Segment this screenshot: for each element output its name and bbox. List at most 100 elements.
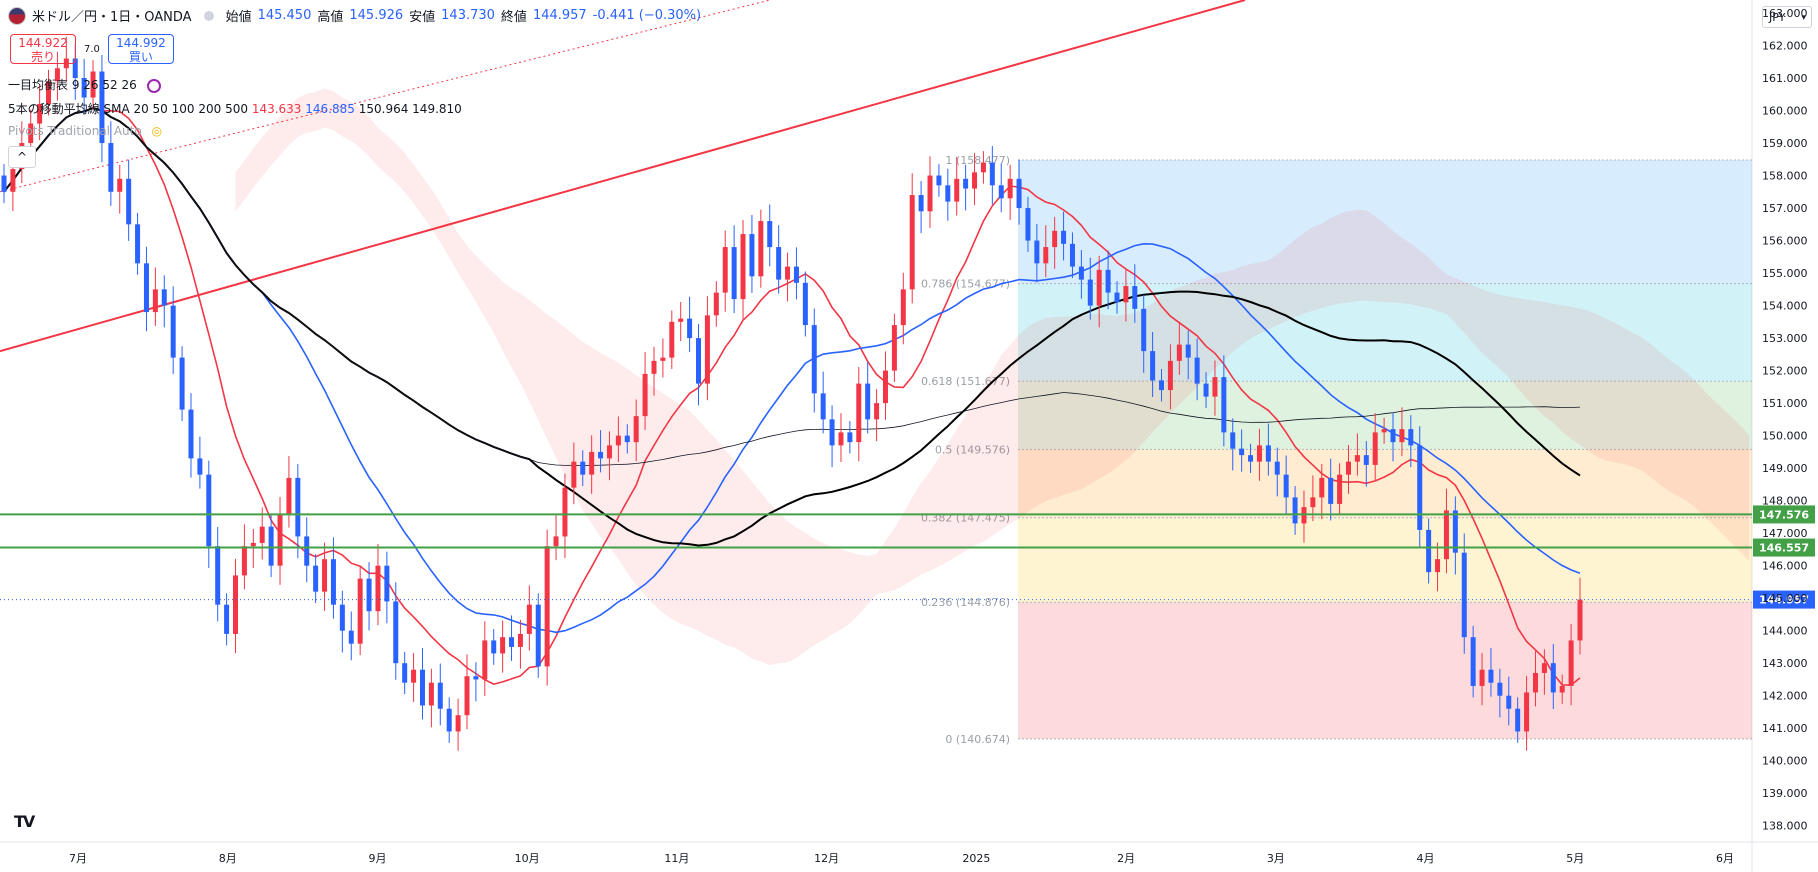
candle: [197, 436, 203, 489]
candle: [179, 346, 185, 421]
candle: [304, 517, 310, 583]
candle-body: [1408, 429, 1414, 446]
candle: [1532, 651, 1538, 707]
candle-body: [1007, 178, 1013, 199]
candle: [259, 507, 265, 560]
low-value: 143.730: [441, 8, 495, 23]
candle-body: [161, 289, 167, 306]
candle: [687, 296, 693, 353]
symbol-title[interactable]: 米ドル／円・1日・OANDA: [32, 10, 192, 25]
candle-body: [749, 234, 755, 277]
candle-body: [526, 604, 532, 634]
candle-body: [188, 409, 194, 459]
candle-body: [954, 178, 960, 202]
candle: [233, 558, 239, 654]
collapse-legend-button[interactable]: ^: [8, 146, 36, 168]
candle-body: [731, 247, 737, 300]
support-price-label: 147.576: [1759, 508, 1809, 521]
candle: [268, 515, 274, 578]
ma-value-20: 143.633: [251, 102, 302, 116]
sell-button[interactable]: 144.922 売り: [10, 34, 76, 64]
candle-body: [259, 526, 265, 543]
candle: [1479, 653, 1485, 706]
price-tick-label: 144.000: [1762, 625, 1808, 638]
candle: [1025, 196, 1031, 252]
price-tick-label: 154.000: [1762, 300, 1808, 313]
pivots-legend[interactable]: Pivots Traditional Auto ◎: [8, 124, 162, 138]
buy-button[interactable]: 144.992 買い: [107, 34, 174, 64]
trend-line-solid: [0, 0, 1246, 353]
candle: [785, 252, 791, 302]
candle-body: [767, 221, 773, 248]
candle-body: [1390, 429, 1396, 443]
currency-select[interactable]: JPY ▾: [1762, 6, 1812, 28]
candle: [402, 651, 408, 695]
symbol-header: 米ドル／円・1日・OANDA 始値 145.450 高値 145.926 安値 143…: [8, 6, 701, 25]
candle: [1016, 159, 1022, 225]
candle-body: [464, 676, 470, 716]
ma-legend[interactable]: 5本の移動平均線 SMA 20 50 100 200 500 143.633 1…: [8, 100, 462, 117]
candle: [660, 338, 666, 378]
candle-body: [99, 71, 105, 144]
candle: [313, 554, 319, 604]
price-tick-label: 139.000: [1762, 787, 1808, 800]
candle-body: [1, 175, 7, 192]
candle-body: [580, 461, 586, 475]
tradingview-logo-icon[interactable]: TV: [14, 812, 35, 831]
sell-price: 144.922: [18, 36, 68, 50]
buy-label: 買い: [128, 50, 153, 64]
candle-body: [1096, 269, 1102, 306]
refresh-icon[interactable]: [146, 78, 161, 93]
candle: [1185, 330, 1191, 380]
candle-body: [696, 338, 702, 384]
candle: [900, 272, 906, 345]
close-value: 144.957: [532, 8, 587, 23]
candle: [1390, 412, 1396, 462]
change-value: -0.441 (−0.30%): [592, 8, 702, 23]
candle: [1061, 211, 1067, 261]
candle-body: [1114, 292, 1120, 303]
candle-body: [1185, 344, 1191, 358]
candle: [829, 405, 835, 468]
candle: [669, 310, 675, 369]
candle-body: [152, 289, 158, 313]
candle: [722, 230, 728, 312]
price-tick-label: 162.000: [1762, 40, 1808, 53]
candle-body: [713, 292, 719, 316]
candle-body: [10, 169, 16, 192]
candle-body: [829, 419, 835, 446]
price-tick-label: 140.000: [1762, 755, 1808, 768]
candle-body: [117, 178, 123, 192]
candle: [473, 662, 479, 702]
candle-body: [375, 565, 381, 612]
ichimoku-name: 一目均衡表: [8, 78, 69, 92]
candle: [874, 389, 880, 442]
candle: [384, 551, 390, 624]
fib-level-label: 1 (158.477): [945, 154, 1010, 167]
candle-body: [224, 604, 230, 634]
candle-body: [46, 81, 52, 105]
candle-body: [437, 682, 443, 709]
high-label: 高値: [317, 10, 344, 25]
candle: [1506, 676, 1512, 726]
candle: [954, 157, 960, 216]
candle-body: [722, 247, 728, 293]
candle-body: [402, 663, 408, 683]
time-tick-label: 9月: [368, 852, 386, 865]
ichimoku-legend[interactable]: 一目均衡表 9 26 52 26: [8, 76, 161, 93]
ma-value-200: 149.810: [412, 102, 462, 116]
candle: [642, 352, 648, 431]
time-tick-label: 3月: [1267, 852, 1285, 865]
candle: [1408, 415, 1414, 468]
hidden-eye-icon[interactable]: ◎: [151, 124, 162, 138]
candle-body: [108, 143, 114, 192]
candle: [606, 431, 612, 481]
candle-body: [847, 432, 853, 443]
candle: [428, 668, 434, 728]
candle-body: [1292, 497, 1298, 524]
candle: [295, 463, 301, 559]
candle: [972, 153, 978, 206]
candle-body: [1577, 599, 1583, 641]
